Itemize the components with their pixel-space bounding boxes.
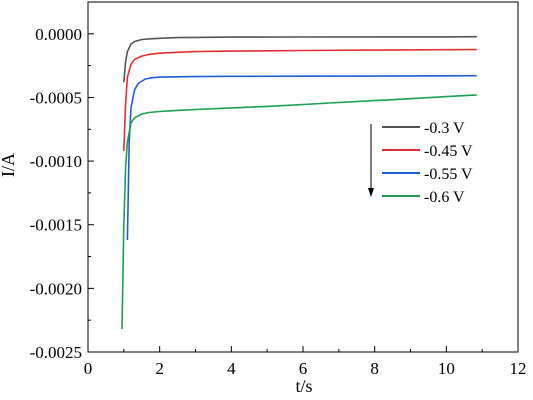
x-tick-label: 12 <box>510 359 527 378</box>
x-tick-label: 2 <box>155 359 164 378</box>
series-line <box>126 74 477 241</box>
legend-label: -0.3 V <box>424 120 465 137</box>
y-tick-label: -0.0025 <box>30 343 82 362</box>
y-tick-label: -0.0010 <box>30 152 82 171</box>
series-line <box>123 35 477 83</box>
legend: -0.3 V -0.45 V -0.55 V -0.6 V <box>368 120 473 206</box>
y-tick-label: -0.0005 <box>30 88 82 107</box>
x-axis: 0 2 4 6 8 10 12 <box>84 346 527 378</box>
legend-label: -0.55 V <box>424 166 473 183</box>
x-tick-label: 8 <box>370 359 379 378</box>
legend-label: -0.6 V <box>424 189 465 206</box>
y-tick-label: -0.0015 <box>30 216 82 235</box>
legend-label: -0.45 V <box>424 143 473 160</box>
series-line <box>121 94 477 330</box>
series-line <box>123 48 477 151</box>
series-lines <box>121 35 477 330</box>
x-axis-title: t/s <box>295 376 312 396</box>
x-tick-label: 10 <box>438 359 455 378</box>
x-tick-label: 0 <box>84 359 93 378</box>
y-axis-title: I/A <box>0 153 18 177</box>
legend-arrow-head <box>368 188 374 197</box>
y-axis: 0.0000 -0.0005 -0.0010 -0.0015 -0.0020 -0.002… <box>30 25 94 362</box>
x-tick-label: 4 <box>227 359 236 378</box>
y-tick-label: 0.0000 <box>35 25 82 44</box>
x-tick-label: 6 <box>299 359 308 378</box>
y-tick-label: -0.0020 <box>30 279 82 298</box>
